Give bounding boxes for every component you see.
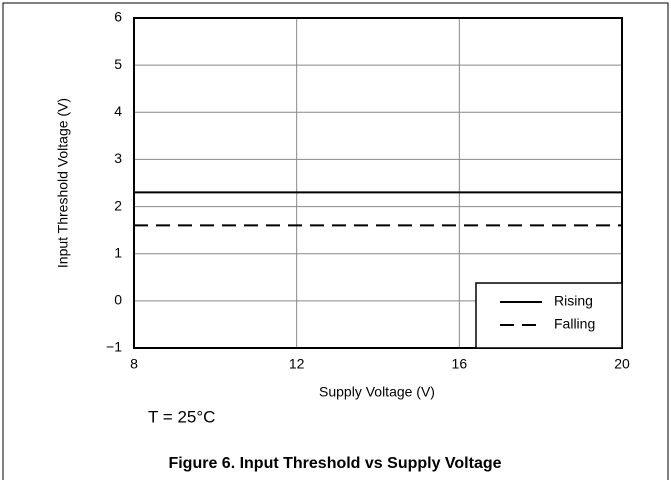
y-tick-label: 3 [114,150,122,166]
plot-border [133,17,623,349]
legend-label: Rising [554,293,593,309]
legend-label: Falling [554,316,595,332]
y-tick-label: 6 [114,9,122,25]
x-tick-label: 20 [614,356,630,372]
x-tick-label: 16 [452,356,468,372]
y-tick-label: 1 [114,244,122,260]
y-axis-label: Input Threshold Voltage (V) [55,98,71,268]
chart-title: Figure 6. Input Threshold vs Supply Volt… [168,455,501,472]
x-tick-label: 8 [130,356,138,372]
y-tick-label: 2 [114,197,122,213]
x-axis-label: Supply Voltage (V) [319,384,435,400]
y-tick-label: 4 [114,103,122,119]
x-tick-label: 12 [289,356,305,372]
y-tick-label: 5 [114,56,122,72]
annotation: T = 25°C [148,407,215,426]
y-tick-label: 0 [114,292,122,308]
legend-box [475,282,623,349]
y-tick-label: −1 [106,339,122,355]
